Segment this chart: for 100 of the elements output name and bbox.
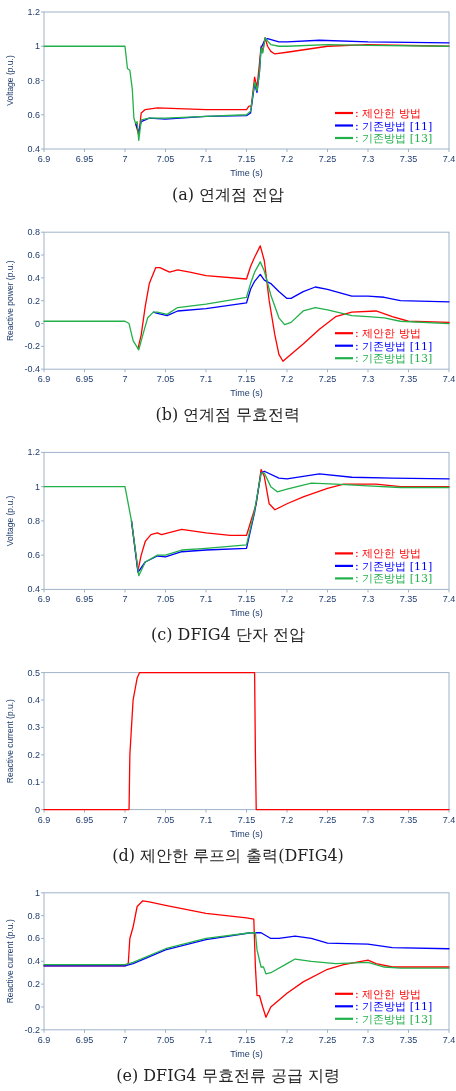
legend-label: : 기존방법 [11] xyxy=(355,339,433,353)
x-axis-title: Time (s) xyxy=(230,608,263,619)
y-tick-label: -0.4 xyxy=(24,364,40,375)
x-tick-label: 7.25 xyxy=(318,154,337,164)
x-tick-label: 7.15 xyxy=(237,154,256,164)
x-tick-label: 6.95 xyxy=(75,154,94,164)
legend-label: : 기존방법 [13] xyxy=(355,132,433,145)
x-tick-label: 6.9 xyxy=(37,594,51,605)
x-tick-label: 7 xyxy=(122,1034,128,1045)
y-tick-label: 0.8 xyxy=(27,910,40,921)
x-tick-label: 7.1 xyxy=(199,814,213,825)
x-tick-label: 6.9 xyxy=(37,374,51,385)
legend-label: : 제안한 방법 xyxy=(355,327,421,341)
legend-label: : 기존방법 [13] xyxy=(355,352,433,366)
text: (e) DFIG4 무효전류 공급 지령 xyxy=(116,1065,340,1085)
y-tick-label: 0.4 xyxy=(27,584,40,595)
x-tick-label: 7.15 xyxy=(237,374,256,385)
y-tick-label: 0.6 xyxy=(27,109,40,120)
line-series xyxy=(43,932,450,975)
text: (d) 제안한 루프의 출력(DFIG4) xyxy=(112,845,344,865)
y-tick-label: -0.2 xyxy=(24,341,40,352)
x-axis-title: Time (s) xyxy=(230,828,263,839)
legend-label: : 기존방법 [13] xyxy=(355,1012,433,1026)
y-tick-label: 0.6 xyxy=(27,933,40,944)
x-tick-label: 7.05 xyxy=(156,374,175,385)
x-tick-label: 7.15 xyxy=(237,814,256,825)
x-tick-label: 7.35 xyxy=(399,154,418,164)
x-tick-label: 7.4 xyxy=(442,154,456,164)
y-tick-label: 0.1 xyxy=(27,777,40,788)
x-tick-label: 7.3 xyxy=(361,1034,375,1045)
y-axis-title: Reactive current (p.u.) xyxy=(5,698,15,784)
x-tick-label: 6.95 xyxy=(75,1034,94,1045)
x-tick-label: 7.35 xyxy=(399,374,418,385)
x-tick-label: 7 xyxy=(122,154,128,164)
x-tick-label: 7.25 xyxy=(318,594,337,605)
x-tick-label: 7.1 xyxy=(199,374,213,385)
x-tick-label: 7.2 xyxy=(280,1034,294,1045)
y-axis-title: Voltage (p.u.) xyxy=(5,55,15,106)
x-tick-label: 7 xyxy=(122,374,128,385)
line-series xyxy=(43,37,450,142)
y-tick-label: 0.2 xyxy=(27,295,40,306)
x-tick-label: 7.2 xyxy=(280,594,294,605)
y-tick-label: 0.5 xyxy=(27,667,40,678)
x-tick-label: 7.05 xyxy=(156,814,175,825)
x-tick-label: 7.15 xyxy=(237,1034,256,1045)
x-tick-label: 6.95 xyxy=(75,594,94,605)
x-tick-label: 7.05 xyxy=(156,154,175,164)
y-tick-label: 0.4 xyxy=(27,144,40,154)
y-tick-label: 0.6 xyxy=(27,550,40,561)
y-tick-label: 0.4 xyxy=(27,956,40,967)
x-tick-label: 7.25 xyxy=(318,814,337,825)
line-series xyxy=(43,261,450,351)
x-tick-label: 7.2 xyxy=(280,154,294,164)
x-tick-label: 7.05 xyxy=(156,594,175,605)
y-tick-label: 0 xyxy=(34,804,40,815)
x-tick-label: 7 xyxy=(122,814,128,825)
y-tick-label: 0.4 xyxy=(27,695,40,705)
x-tick-label: 7.15 xyxy=(237,594,256,605)
y-tick-label: 1.2 xyxy=(27,447,40,458)
x-tick-label: 7.3 xyxy=(361,154,375,164)
x-tick-label: 7.4 xyxy=(442,814,456,825)
x-tick-label: 7.05 xyxy=(156,1034,175,1045)
x-tick-label: 7.1 xyxy=(199,154,213,164)
x-axis-title: Time (s) xyxy=(230,1048,263,1059)
text: (b) 연계점 무효전력 xyxy=(155,405,301,425)
x-tick-label: 7.2 xyxy=(280,374,294,385)
legend-label: : 제안한 방법 xyxy=(355,107,421,120)
y-tick-label: 0.8 xyxy=(27,227,40,238)
y-tick-label: 0 xyxy=(34,1001,40,1012)
y-tick-label: 0.2 xyxy=(27,749,40,760)
line-series xyxy=(137,245,450,362)
y-axis-title: Voltage (p.u.) xyxy=(5,495,15,547)
y-tick-label: 0.8 xyxy=(27,515,40,526)
x-tick-label: 6.9 xyxy=(37,1034,51,1045)
y-tick-label: 1.2 xyxy=(27,7,40,17)
y-tick-label: 0.2 xyxy=(27,979,40,990)
x-tick-label: 7.4 xyxy=(442,374,456,385)
x-tick-label: 7 xyxy=(122,594,128,605)
y-tick-label: 1 xyxy=(34,481,40,492)
line-series xyxy=(43,932,450,967)
text: (c) DFIG4 단자 전압 xyxy=(151,625,305,645)
x-tick-label: 7.35 xyxy=(399,814,418,825)
x-tick-label: 7.2 xyxy=(280,814,294,825)
y-tick-label: 1 xyxy=(34,41,40,52)
x-tick-label: 6.9 xyxy=(37,154,51,164)
x-axis-title: Time (s) xyxy=(230,388,263,399)
y-tick-label: -0.2 xyxy=(24,1024,40,1035)
text: (a) 연계점 전압 xyxy=(171,185,285,204)
x-tick-label: 7.3 xyxy=(361,814,375,825)
x-tick-label: 7.1 xyxy=(199,594,213,605)
x-tick-label: 7.25 xyxy=(318,374,337,385)
x-tick-label: 7.1 xyxy=(199,1034,213,1045)
x-tick-label: 6.95 xyxy=(75,374,94,385)
y-axis-title: Reactive power (p.u.) xyxy=(5,260,15,342)
legend-label: : 제안한 방법 xyxy=(355,547,421,561)
legend-label: : 기존방법 [11] xyxy=(355,559,433,573)
x-tick-label: 7.35 xyxy=(399,594,418,605)
x-tick-label: 7.3 xyxy=(361,374,375,385)
legend-label: : 기존방법 [11] xyxy=(355,1000,433,1014)
x-axis-title: Time (s) xyxy=(230,168,263,178)
